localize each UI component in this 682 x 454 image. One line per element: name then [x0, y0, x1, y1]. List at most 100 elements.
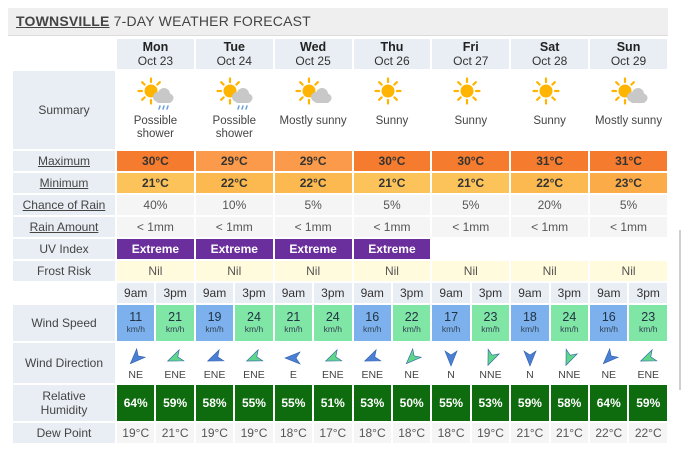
- wind-arrow-icon: [129, 347, 146, 364]
- rain-chance: 5%: [353, 195, 431, 215]
- row-label-minimum[interactable]: Minimum: [13, 173, 115, 193]
- wind-speed-value: 21: [168, 310, 183, 324]
- wind-arrow-icon: [487, 347, 500, 366]
- summary-cell: Mostly sunny: [590, 71, 667, 149]
- humidity-value: 59%: [156, 385, 194, 421]
- wind-unit: km/h: [599, 324, 618, 334]
- wind-direction-label: NNE: [479, 368, 502, 381]
- time-label: 3pm: [314, 283, 352, 303]
- day-header-row: Mon Oct 23 Tue Oct 24 Wed Oct 25 Thu Oct 26 …: [13, 39, 667, 69]
- wind-unit: km/h: [441, 324, 461, 334]
- summary-cell: Sunny: [432, 71, 510, 149]
- wind-direction-label: ENE: [322, 368, 344, 381]
- uv-index-row: UV Index Extreme Extreme Extreme Extreme: [13, 239, 667, 259]
- uv-badge: Extreme: [195, 239, 273, 259]
- time-label: 9am: [353, 283, 391, 303]
- rain-amount: < 1mm: [590, 217, 667, 237]
- humidity-value: 64%: [590, 385, 628, 421]
- rain-chance: 20%: [511, 195, 589, 215]
- wind-speed-value: 17: [444, 310, 459, 324]
- rain-amount: < 1mm: [432, 217, 510, 237]
- day-name: Sat: [539, 40, 560, 54]
- day-header: Sun Oct 29: [590, 39, 667, 69]
- wind-speed-value: 22: [404, 310, 419, 324]
- wind-arrow-icon: [602, 347, 619, 364]
- max-temp: 29°C: [274, 151, 352, 171]
- wind-direction-cell: ENE: [629, 343, 667, 383]
- forecast-title-bar: TOWNSVILLE 7-DAY WEATHER FORECAST: [8, 8, 668, 36]
- relative-humidity-row: Relative Humidity 64% 59% 58% 55% 55% 51…: [13, 385, 667, 421]
- wind-arrow-icon: [364, 348, 382, 361]
- humidity-value: 58%: [550, 385, 589, 421]
- wind-speed-value: 23: [483, 310, 498, 324]
- min-temp: 21°C: [117, 173, 194, 193]
- wind-direction-cell: ENE: [235, 343, 273, 383]
- wind-speed-cell: 16 km/h: [353, 305, 391, 341]
- summary-text: Sunny: [533, 115, 566, 127]
- sun-icon: [453, 77, 481, 105]
- wind-speed-cell: 24 km/h: [550, 305, 589, 341]
- summary-row: Summary Possible shower Possible shower …: [13, 71, 667, 149]
- time-label: 9am: [590, 283, 628, 303]
- row-label-summary: Summary: [13, 71, 115, 149]
- wind-direction-label: ENE: [243, 368, 265, 381]
- time-label: 3pm: [235, 283, 273, 303]
- frost-risk: Nil: [195, 261, 273, 281]
- uv-empty-cell: [432, 239, 667, 259]
- day-header: Tue Oct 24: [195, 39, 273, 69]
- day-date: Oct 29: [610, 54, 647, 68]
- dew-point-row: Dew Point 19°C 21°C 19°C 19°C 18°C 17°C …: [13, 423, 667, 443]
- day-name: Fri: [462, 40, 479, 54]
- wind-speed-value: 11: [129, 310, 143, 324]
- humidity-value: 53%: [471, 385, 510, 421]
- rain-amount-row: Rain Amount < 1mm < 1mm < 1mm < 1mm < 1m…: [13, 217, 667, 237]
- wind-direction-label: ENE: [203, 368, 226, 381]
- humidity-value: 53%: [353, 385, 391, 421]
- day-header: Thu Oct 26: [353, 39, 431, 69]
- row-label-wind-speed: Wind Speed: [13, 305, 115, 341]
- wind-arrow-icon: [284, 350, 302, 365]
- wind-unit: km/h: [284, 324, 303, 334]
- wind-direction-cell: NNE: [550, 343, 589, 383]
- row-label-dew-point: Dew Point: [13, 423, 115, 443]
- wind-unit: km/h: [481, 324, 500, 334]
- summary-text: Mostly sunny: [279, 115, 347, 127]
- frost-risk: Nil: [274, 261, 352, 281]
- wind-unit: km/h: [363, 324, 382, 334]
- row-label-chance-of-rain[interactable]: Chance of Rain: [13, 195, 115, 215]
- dew-point-value: 19°C: [195, 423, 234, 443]
- rain-chance: 40%: [117, 195, 194, 215]
- row-label-wind-direction: Wind Direction: [13, 343, 115, 383]
- wind-speed-value: 19: [207, 310, 222, 324]
- wind-direction-label: NE: [128, 368, 143, 381]
- day-name: Tue: [223, 40, 245, 54]
- page-scrollbar[interactable]: [679, 230, 681, 390]
- row-label-rain-amount[interactable]: Rain Amount: [13, 217, 115, 237]
- time-label: 9am: [432, 283, 470, 303]
- rain-chance: 10%: [195, 195, 273, 215]
- wind-direction-cell: ENE: [314, 343, 352, 383]
- wind-direction-label: NE: [404, 368, 419, 381]
- dew-point-value: 19°C: [117, 423, 155, 443]
- wind-arrow-icon: [245, 348, 264, 361]
- wind-arrow-icon: [166, 348, 185, 361]
- summary-text: Sunny: [454, 115, 488, 127]
- min-temp: 22°C: [511, 173, 589, 193]
- wind-direction-label: N: [526, 368, 534, 381]
- dew-point-value: 21°C: [511, 423, 549, 443]
- wind-direction-label: N: [447, 368, 455, 381]
- humidity-value: 55%: [432, 385, 470, 421]
- wind-speed-value: 24: [325, 310, 340, 324]
- wind-direction-cell: ENE: [353, 343, 391, 383]
- uv-badge: Extreme: [117, 239, 194, 259]
- wind-unit: km/h: [639, 324, 658, 334]
- dew-point-value: 17°C: [314, 423, 352, 443]
- row-label-maximum[interactable]: Maximum: [13, 151, 115, 171]
- sun-cloud-rain-icon: [137, 77, 174, 110]
- rain-amount: < 1mm: [511, 217, 589, 237]
- wind-direction-cell: NE: [117, 343, 155, 383]
- max-temp: 31°C: [590, 151, 667, 171]
- time-label: 9am: [274, 283, 313, 303]
- day-date: Oct 28: [531, 54, 568, 68]
- wind-arrow-icon: [640, 348, 658, 361]
